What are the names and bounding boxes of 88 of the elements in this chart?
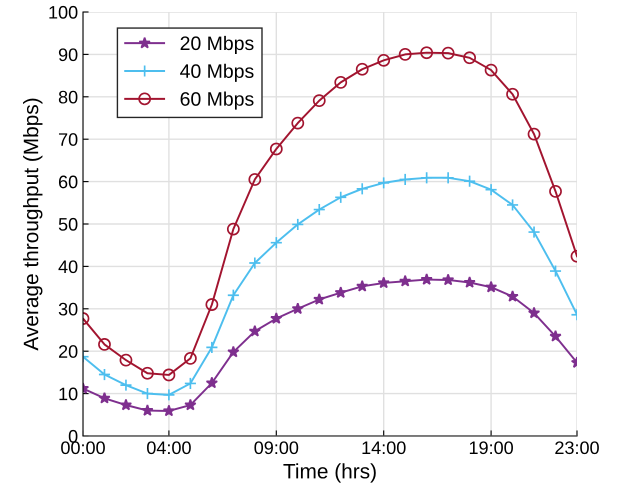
- point: [398, 48, 412, 61]
- point: [484, 280, 498, 293]
- point: [120, 378, 132, 392]
- y-tick-label: 20: [58, 345, 78, 358]
- point: [184, 398, 197, 410]
- point: [398, 173, 412, 186]
- point: [120, 398, 132, 410]
- point: [162, 388, 176, 402]
- y-tick-label: 60: [58, 176, 78, 188]
- point: [356, 182, 369, 196]
- point: [205, 298, 218, 311]
- y-tick-label: 90: [58, 48, 78, 62]
- point: [442, 171, 455, 184]
- point: [334, 286, 347, 298]
- point: [528, 306, 540, 318]
- point: [270, 236, 283, 250]
- point: [98, 392, 111, 404]
- point: [312, 94, 326, 108]
- point: [334, 190, 348, 204]
- y-tick-label: 70: [58, 133, 78, 146]
- point: [377, 54, 390, 67]
- point: [549, 264, 562, 278]
- point: [162, 404, 176, 416]
- point: [141, 366, 154, 380]
- point: [270, 312, 282, 324]
- point: [506, 88, 519, 101]
- point: [98, 368, 111, 381]
- y-tick-label: 40: [58, 260, 78, 274]
- point: [442, 46, 455, 60]
- point: [206, 376, 218, 388]
- y-tick-label: 10: [59, 388, 78, 400]
- legend-label: 40 Mbps: [180, 64, 254, 82]
- x-axis-title: Time (hrs): [283, 463, 376, 483]
- point: [420, 171, 434, 184]
- point: [549, 184, 562, 198]
- point: [248, 256, 262, 270]
- y-tick-label: 80: [58, 90, 78, 104]
- x-tick-label: 09:00: [254, 441, 298, 454]
- x-tick-label: 14:00: [362, 441, 406, 454]
- point: [442, 274, 454, 286]
- point: [162, 368, 176, 382]
- point: [420, 46, 434, 60]
- point: [378, 276, 390, 288]
- y-axis-title: Average throughput (Mbps): [23, 98, 42, 351]
- point: [184, 352, 197, 365]
- point: [463, 174, 476, 188]
- x-tick-label: 00:00: [61, 441, 105, 454]
- point: [141, 387, 154, 400]
- point: [226, 222, 240, 236]
- point: [291, 218, 304, 231]
- point: [312, 203, 326, 216]
- point: [528, 226, 540, 238]
- point: [227, 346, 240, 358]
- point: [270, 142, 283, 156]
- point: [484, 64, 498, 76]
- point: [549, 330, 562, 342]
- point: [248, 324, 261, 337]
- point: [141, 404, 154, 416]
- point: [98, 338, 111, 351]
- point: [205, 340, 218, 354]
- point: [356, 280, 368, 292]
- point: [120, 354, 132, 366]
- point: [463, 276, 476, 288]
- x-tick-label: 04:00: [147, 441, 191, 454]
- point: [291, 116, 304, 130]
- point: [248, 173, 262, 186]
- x-tick-label: 23:00: [555, 441, 599, 454]
- point: [313, 293, 326, 305]
- point: [334, 76, 348, 89]
- point: [399, 274, 412, 287]
- point: [356, 62, 369, 76]
- point: [484, 183, 498, 196]
- y-tick-label: 50: [58, 218, 78, 231]
- point: [463, 51, 476, 64]
- x-tick-label: 19:00: [470, 441, 513, 454]
- y-tick-label: 0: [68, 430, 78, 443]
- y-tick-label: 100: [49, 6, 78, 19]
- point: [528, 128, 540, 141]
- point: [506, 198, 519, 212]
- point: [420, 273, 433, 285]
- y-tick-label: 30: [58, 302, 78, 316]
- point: [226, 288, 240, 302]
- point: [184, 377, 197, 390]
- point: [377, 176, 390, 190]
- legend-label: 60 Mbps: [180, 92, 254, 110]
- legend-label: 20 Mbps: [180, 36, 254, 54]
- point: [292, 302, 304, 314]
- point: [506, 290, 519, 302]
